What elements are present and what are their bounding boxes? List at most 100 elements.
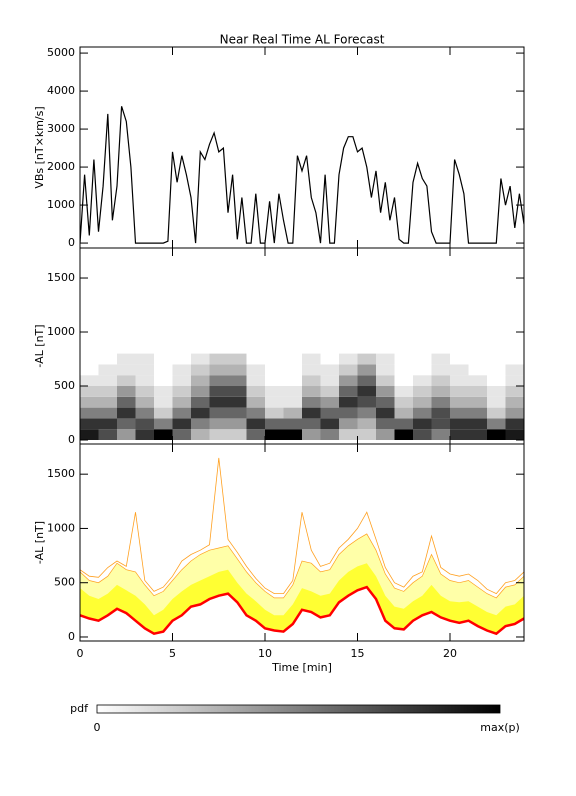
density-cell: [209, 429, 228, 441]
density-cell: [135, 364, 154, 376]
density-cell: [172, 396, 191, 408]
density-cell: [339, 364, 358, 376]
density-cell: [246, 429, 265, 441]
density-cell: [98, 396, 117, 408]
density-cell: [487, 418, 506, 430]
density-cell: [505, 353, 524, 365]
y-tick-label: 0: [68, 630, 75, 643]
density-cell: [431, 386, 450, 397]
density-cell: [209, 375, 228, 387]
density-cell: [117, 353, 136, 365]
density-cell: [246, 418, 265, 430]
y-tick-label: 3000: [47, 122, 75, 135]
density-cell: [505, 364, 524, 376]
density-cell: [487, 386, 506, 397]
band-fill: [80, 563, 524, 634]
density-cell: [265, 429, 284, 441]
density-cell: [117, 396, 136, 408]
density-cell: [431, 364, 450, 376]
density-cell: [357, 364, 376, 376]
density-cell: [487, 429, 506, 441]
density-cell: [80, 396, 99, 408]
density-cell: [246, 353, 265, 365]
y-tick-label: 4000: [47, 84, 75, 97]
density-cell: [246, 386, 265, 397]
density-cell: [135, 353, 154, 365]
density-cell: [135, 429, 154, 441]
density-cell: [450, 418, 469, 430]
density-cell: [209, 364, 228, 376]
density-cell: [357, 386, 376, 397]
density-cell: [320, 353, 339, 365]
density-cell: [339, 386, 358, 397]
density-cell: [265, 418, 284, 430]
y-tick-label: 1500: [47, 271, 75, 284]
density-cell: [413, 429, 432, 441]
density-cell: [135, 375, 154, 387]
density-cell: [339, 407, 358, 419]
density-cell: [487, 364, 506, 376]
density-cell: [98, 407, 117, 419]
axes-frame: [79, 46, 525, 249]
density-cell: [302, 353, 321, 365]
density-cell: [154, 375, 173, 387]
density-cell: [394, 364, 413, 376]
density-cell: [98, 429, 117, 441]
density-cell: [209, 353, 228, 365]
x-tick-label: 0: [77, 647, 84, 660]
density-cell: [117, 418, 136, 430]
density-cell: [246, 375, 265, 387]
plot-area: [80, 106, 524, 244]
density-cell: [117, 429, 136, 441]
y-tick-label: 1000: [47, 198, 75, 211]
y-tick-label: 1500: [47, 467, 75, 480]
density-cell: [357, 375, 376, 387]
density-cell: [246, 396, 265, 408]
density-cell: [339, 353, 358, 365]
density-cell: [450, 407, 469, 419]
density-cell: [450, 364, 469, 376]
density-cell: [135, 386, 154, 397]
density-cell: [283, 386, 302, 397]
density-cell: [320, 386, 339, 397]
density-cell: [135, 396, 154, 408]
density-cell: [376, 407, 395, 419]
density-cell: [228, 396, 247, 408]
density-cell: [265, 396, 284, 408]
density-cell: [209, 396, 228, 408]
density-cell: [302, 364, 321, 376]
panel: 0 500 1000 1500 -AL [nT]: [33, 247, 525, 446]
density-cell: [172, 375, 191, 387]
density-cell: [468, 429, 487, 441]
density-cell: [117, 407, 136, 419]
density-cell: [98, 353, 117, 365]
x-tick-label: 20: [443, 647, 457, 660]
density-cell: [505, 375, 524, 387]
density-cell: [117, 386, 136, 397]
density-cell: [302, 418, 321, 430]
density-cell: [191, 418, 210, 430]
density-cell: [80, 386, 99, 397]
density-cell: [246, 407, 265, 419]
density-cell: [431, 375, 450, 387]
density-cell: [450, 375, 469, 387]
density-cell: [339, 375, 358, 387]
density-cell: [154, 418, 173, 430]
y-tick-label: 2000: [47, 160, 75, 173]
density-cell: [172, 407, 191, 419]
colorbar-max-label: max(p): [480, 721, 520, 734]
colorbar-min-label: 0: [94, 721, 101, 734]
density-cell: [505, 429, 524, 441]
y-tick-label: 5000: [47, 46, 75, 59]
density-cell: [246, 364, 265, 376]
density-cell: [505, 386, 524, 397]
density-cell: [320, 407, 339, 419]
density-cell: [376, 386, 395, 397]
density-cell: [394, 386, 413, 397]
density-cell: [154, 353, 173, 365]
density-cell: [450, 396, 469, 408]
density-cell: [154, 407, 173, 419]
density-cell: [154, 429, 173, 441]
density-cell: [394, 407, 413, 419]
density-cell: [487, 396, 506, 408]
